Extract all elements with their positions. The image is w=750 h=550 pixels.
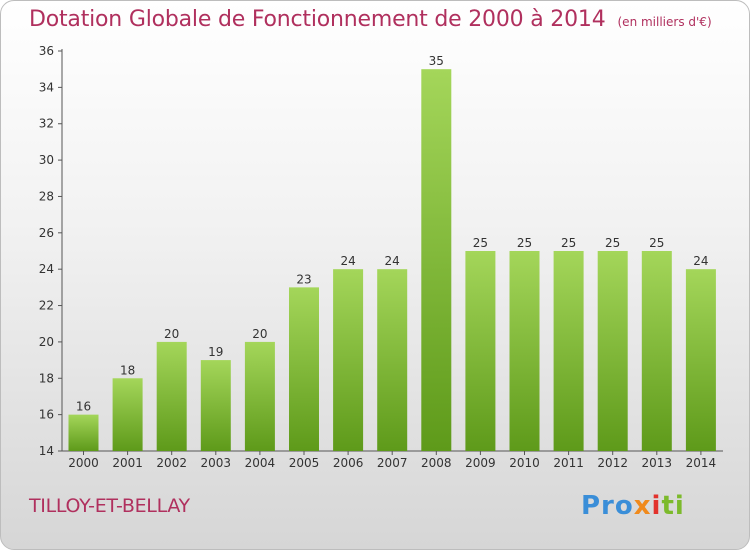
x-tick-label: 2006 <box>333 456 364 470</box>
bar <box>244 341 275 451</box>
logo-part-3: i <box>651 491 662 521</box>
logo-part-1: Pro <box>581 491 634 521</box>
x-tick-label: 2014 <box>686 456 717 470</box>
x-tick-label: 2012 <box>597 456 628 470</box>
data-label: 18 <box>120 363 135 377</box>
logo-part-4: ti <box>661 491 685 521</box>
bar <box>377 269 408 451</box>
chart-title: Dotation Globale de Fonctionnement de 20… <box>29 7 712 39</box>
commune-name: TILLOY-ET-BELLAY <box>29 495 190 517</box>
bar <box>112 378 143 451</box>
x-tick-label: 2005 <box>289 456 320 470</box>
bar <box>421 69 452 451</box>
bar <box>641 251 672 451</box>
data-label: 19 <box>208 345 223 359</box>
y-tick-label: 36 <box>39 44 54 58</box>
bar <box>200 360 231 451</box>
x-tick-label: 2013 <box>642 456 673 470</box>
y-tick-label: 30 <box>39 153 54 167</box>
bar <box>553 251 584 451</box>
logo-part-2: x <box>633 491 652 521</box>
y-tick-label: 34 <box>39 80 54 94</box>
labels: 2000 16 2001 18 2002 20 2003 19 2004 20 2005 23 2006… <box>68 54 716 470</box>
data-label: 25 <box>517 236 532 250</box>
x-tick-label: 2004 <box>245 456 276 470</box>
bar <box>289 287 319 451</box>
x-tick-label: 2011 <box>553 456 584 470</box>
bar <box>68 414 99 451</box>
y-tick-label: 26 <box>39 226 54 240</box>
axes: 14 16 18 20 22 24 26 28 30 32 34 36 <box>39 44 723 458</box>
bars <box>68 69 716 451</box>
data-label: 20 <box>164 327 179 341</box>
data-label: 24 <box>693 254 708 268</box>
y-tick-label: 32 <box>39 117 54 131</box>
bar <box>597 251 628 451</box>
data-label: 20 <box>252 327 267 341</box>
data-label: 24 <box>340 254 355 268</box>
x-tick-label: 2000 <box>68 456 99 470</box>
y-tick-label: 14 <box>39 444 54 458</box>
data-label: 16 <box>76 400 91 414</box>
x-tick-label: 2008 <box>421 456 452 470</box>
data-label: 25 <box>473 236 488 250</box>
x-tick-label: 2010 <box>509 456 540 470</box>
data-label: 35 <box>429 54 444 68</box>
bar <box>509 251 540 451</box>
chart-title-text: Dotation Globale de Fonctionnement de 20… <box>29 7 606 32</box>
x-tick-label: 2009 <box>465 456 496 470</box>
bar <box>333 269 364 451</box>
x-tick-label: 2002 <box>156 456 187 470</box>
data-label: 25 <box>649 236 664 250</box>
data-label: 25 <box>605 236 620 250</box>
y-tick-label: 24 <box>39 262 54 276</box>
x-tick-label: 2001 <box>112 456 143 470</box>
data-label: 25 <box>561 236 576 250</box>
proxiti-logo: Proxiti <box>581 491 685 521</box>
y-tick-label: 16 <box>39 408 54 422</box>
data-label: 24 <box>385 254 400 268</box>
bar <box>685 269 716 451</box>
x-tick-label: 2007 <box>377 456 408 470</box>
y-tick-label: 20 <box>39 335 54 349</box>
y-tick-label: 22 <box>39 299 54 313</box>
y-tick-label: 28 <box>39 189 54 203</box>
x-tick-label: 2003 <box>201 456 232 470</box>
bar <box>465 251 496 451</box>
data-label: 23 <box>296 272 311 286</box>
bar <box>156 341 187 451</box>
chart-unit: (en milliers d'€) <box>617 15 712 29</box>
y-tick-label: 18 <box>39 371 54 385</box>
